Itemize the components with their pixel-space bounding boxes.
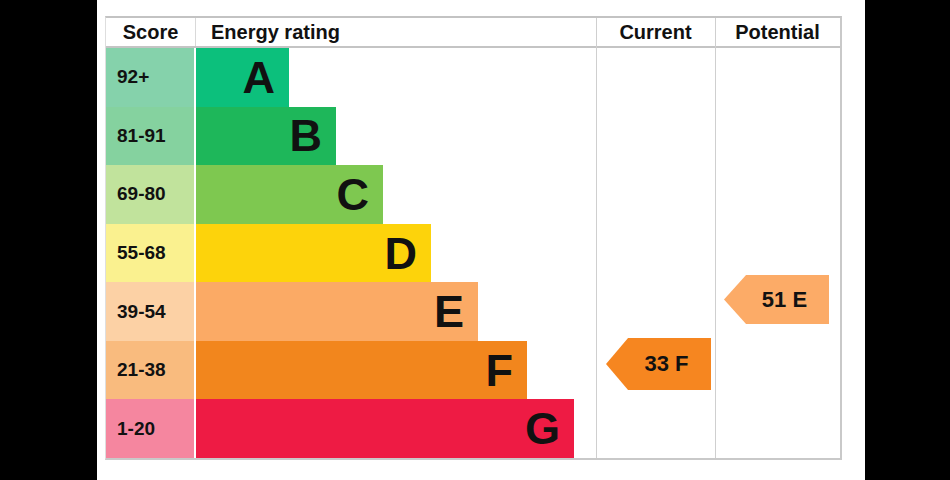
rating-row-F: 21-38F [106, 341, 598, 400]
rating-row-C: 69-80C [106, 165, 598, 224]
rating-row-G: 1-20G [106, 399, 598, 458]
score-range-D: 55-68 [106, 224, 196, 283]
rating-rows: 92+A81-91B69-80C55-68D39-54E21-38F1-20G [106, 48, 598, 458]
rating-bar-B: B [196, 107, 336, 166]
header-potential: Potential [715, 18, 840, 46]
rating-row-E: 39-54E [106, 282, 598, 341]
header-score: Score [106, 18, 196, 46]
rating-bar-D: D [196, 224, 431, 283]
score-range-G: 1-20 [106, 399, 196, 458]
rating-bar-F: F [196, 341, 527, 400]
column-divider-potential [715, 18, 716, 458]
rating-bar-A: A [196, 48, 289, 107]
header-energy-rating: Energy rating [196, 18, 511, 46]
rating-bar-G: G [196, 399, 574, 458]
rating-row-A: 92+A [106, 48, 598, 107]
rating-bar-C: C [196, 165, 383, 224]
rating-bar-E: E [196, 282, 478, 341]
score-range-E: 39-54 [106, 282, 196, 341]
epc-rating-table: Score Energy rating Current Potential 92… [105, 16, 842, 460]
page-background: Score Energy rating Current Potential 92… [0, 0, 950, 480]
score-range-C: 69-80 [106, 165, 196, 224]
column-divider-current [596, 18, 597, 458]
score-range-A: 92+ [106, 48, 196, 107]
rating-row-B: 81-91B [106, 107, 598, 166]
table-header: Score Energy rating Current Potential [106, 18, 840, 48]
epc-chart-panel: Score Energy rating Current Potential 92… [97, 0, 865, 480]
header-current: Current [596, 18, 715, 46]
score-range-F: 21-38 [106, 341, 196, 400]
current-rating-arrow: 33 F [606, 338, 711, 390]
rating-row-D: 55-68D [106, 224, 598, 283]
current-rating-label: 33 F [644, 351, 688, 377]
potential-rating-arrow: 51 E [724, 275, 829, 324]
potential-rating-label: 51 E [762, 287, 807, 313]
score-range-B: 81-91 [106, 107, 196, 166]
